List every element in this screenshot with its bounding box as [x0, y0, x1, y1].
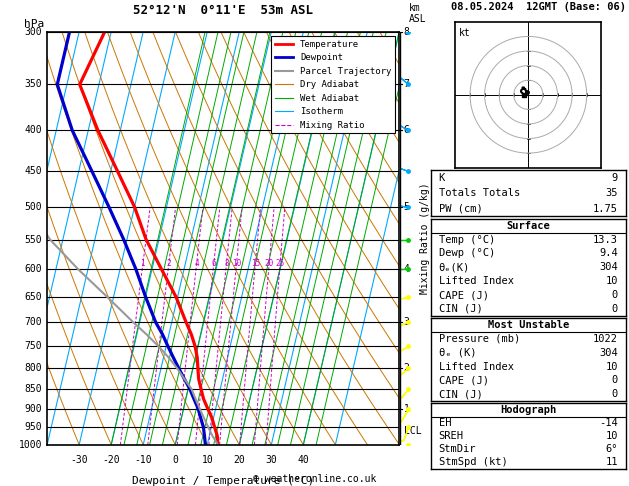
Text: 10: 10	[201, 455, 213, 465]
Text: 5: 5	[404, 202, 409, 212]
Text: Mixing Ratio (g/kg): Mixing Ratio (g/kg)	[420, 182, 430, 294]
Text: Lifted Index: Lifted Index	[438, 362, 514, 371]
Text: CIN (J): CIN (J)	[438, 389, 482, 399]
Text: 600: 600	[25, 264, 42, 275]
Text: kt: kt	[459, 28, 470, 38]
Text: © weatheronline.co.uk: © weatheronline.co.uk	[253, 473, 376, 484]
Text: Pressure (mb): Pressure (mb)	[438, 334, 520, 344]
Text: 11: 11	[606, 457, 618, 468]
Text: 7: 7	[404, 80, 409, 89]
Text: 0: 0	[612, 389, 618, 399]
Text: 800: 800	[25, 363, 42, 373]
Text: -10: -10	[135, 455, 152, 465]
Text: 10: 10	[232, 259, 241, 268]
Legend: Temperature, Dewpoint, Parcel Trajectory, Dry Adiabat, Wet Adiabat, Isotherm, Mi: Temperature, Dewpoint, Parcel Trajectory…	[271, 36, 395, 134]
Text: 650: 650	[25, 292, 42, 302]
Text: 400: 400	[25, 125, 42, 135]
Text: 20: 20	[265, 259, 274, 268]
Text: LCL: LCL	[404, 426, 421, 435]
Text: -20: -20	[103, 455, 120, 465]
Text: -14: -14	[599, 418, 618, 428]
Text: 40: 40	[298, 455, 309, 465]
Text: 350: 350	[25, 80, 42, 89]
Text: CIN (J): CIN (J)	[438, 304, 482, 314]
Text: Surface: Surface	[506, 221, 550, 231]
Text: 4: 4	[404, 264, 409, 275]
Text: 10: 10	[606, 431, 618, 441]
Text: 6°: 6°	[606, 444, 618, 454]
Text: 300: 300	[25, 27, 42, 36]
Text: 900: 900	[25, 403, 42, 414]
Text: 15: 15	[251, 259, 260, 268]
Text: 1000: 1000	[18, 440, 42, 450]
Text: 9: 9	[612, 173, 618, 183]
Text: 950: 950	[25, 422, 42, 432]
Text: 0: 0	[612, 290, 618, 300]
Text: km
ASL: km ASL	[409, 3, 426, 24]
Text: Dewpoint / Temperature (°C): Dewpoint / Temperature (°C)	[132, 476, 314, 486]
Text: PW (cm): PW (cm)	[438, 204, 482, 213]
Text: 35: 35	[606, 188, 618, 198]
Text: hPa: hPa	[24, 19, 44, 29]
Text: 0: 0	[612, 304, 618, 314]
Text: 6: 6	[211, 259, 216, 268]
Text: 8: 8	[224, 259, 229, 268]
Text: 3: 3	[404, 317, 409, 327]
Text: Totals Totals: Totals Totals	[438, 188, 520, 198]
Text: CAPE (J): CAPE (J)	[438, 375, 489, 385]
Text: 2: 2	[167, 259, 171, 268]
Text: Hodograph: Hodograph	[500, 405, 557, 415]
Text: -30: -30	[70, 455, 88, 465]
Text: SREH: SREH	[438, 431, 464, 441]
Text: θₑ(K): θₑ(K)	[438, 262, 470, 272]
Text: 1022: 1022	[593, 334, 618, 344]
Text: 850: 850	[25, 384, 42, 394]
Text: 550: 550	[25, 235, 42, 244]
Text: θₑ (K): θₑ (K)	[438, 348, 476, 358]
Text: 500: 500	[25, 202, 42, 212]
Text: 1.75: 1.75	[593, 204, 618, 213]
Text: 13.3: 13.3	[593, 235, 618, 244]
Text: 25: 25	[276, 259, 285, 268]
Text: 1: 1	[141, 259, 145, 268]
Text: CAPE (J): CAPE (J)	[438, 290, 489, 300]
Text: 9.4: 9.4	[599, 248, 618, 259]
Text: 6: 6	[404, 125, 409, 135]
Text: 750: 750	[25, 341, 42, 351]
Text: 08.05.2024  12GMT (Base: 06): 08.05.2024 12GMT (Base: 06)	[451, 2, 626, 12]
Text: 1: 1	[404, 403, 409, 414]
Text: Temp (°C): Temp (°C)	[438, 235, 495, 244]
Text: StmSpd (kt): StmSpd (kt)	[438, 457, 508, 468]
Text: 30: 30	[265, 455, 277, 465]
Text: 10: 10	[606, 362, 618, 371]
Text: 52°12'N  0°11'E  53m ASL: 52°12'N 0°11'E 53m ASL	[133, 4, 313, 17]
Text: 304: 304	[599, 262, 618, 272]
Text: 8: 8	[404, 27, 409, 36]
Text: 304: 304	[599, 348, 618, 358]
Text: K: K	[438, 173, 445, 183]
Text: StmDir: StmDir	[438, 444, 476, 454]
Text: Most Unstable: Most Unstable	[487, 320, 569, 330]
Text: 700: 700	[25, 317, 42, 327]
Text: Lifted Index: Lifted Index	[438, 276, 514, 286]
Text: 0: 0	[172, 455, 178, 465]
Text: 20: 20	[233, 455, 245, 465]
Text: 4: 4	[194, 259, 199, 268]
Text: 450: 450	[25, 166, 42, 176]
Text: 2: 2	[404, 363, 409, 373]
Text: 0: 0	[612, 375, 618, 385]
Text: Dewp (°C): Dewp (°C)	[438, 248, 495, 259]
Text: 10: 10	[606, 276, 618, 286]
Text: EH: EH	[438, 418, 451, 428]
